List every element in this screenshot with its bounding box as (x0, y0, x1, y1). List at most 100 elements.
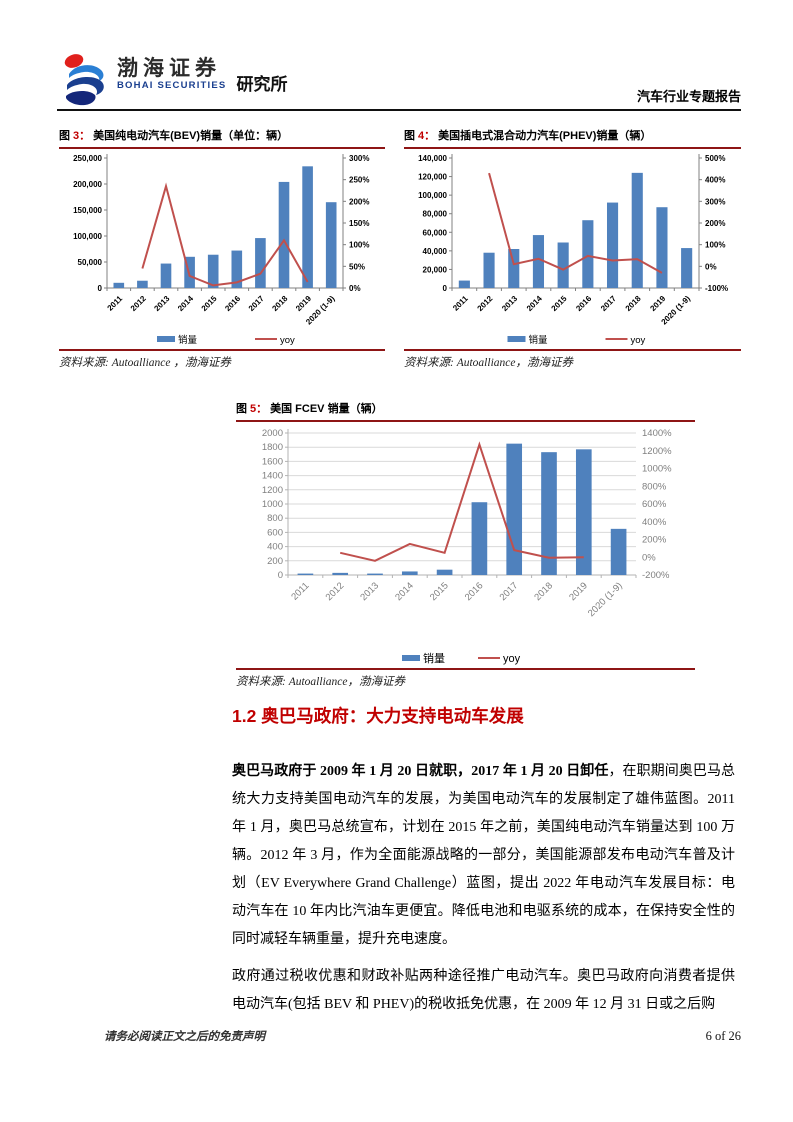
figure-fcev-source: 资料来源: Autoalliance，渤海证券 (236, 668, 695, 689)
svg-text:2018: 2018 (624, 294, 643, 313)
svg-text:2012: 2012 (476, 294, 495, 313)
svg-text:-100%: -100% (705, 284, 728, 293)
svg-text:2019: 2019 (294, 294, 313, 313)
research-institute-label: 研究所 (236, 75, 288, 94)
svg-text:2014: 2014 (176, 294, 195, 313)
svg-text:2016: 2016 (463, 580, 486, 603)
svg-text:150,000: 150,000 (73, 206, 102, 215)
svg-text:60,000: 60,000 (423, 228, 448, 237)
section-heading: 1.2 奥巴马政府：大力支持电动车发展 (232, 706, 524, 726)
svg-text:40,000: 40,000 (423, 247, 448, 256)
svg-text:销量: 销量 (423, 651, 445, 665)
svg-text:2011: 2011 (289, 580, 311, 602)
bev-sales-chart: 0 50,000 100,000 150,000 200,000 250,000 0% 50%… (73, 154, 369, 346)
logo-cn-text: 渤海证券 (117, 56, 221, 80)
svg-text:0%: 0% (349, 284, 361, 293)
svg-text:2020 (1-9): 2020 (1-9) (586, 580, 625, 619)
body-text: 奥巴马政府于 2009 年 1 月 20 日就职，2017 年 1 月 20 日… (232, 758, 735, 1028)
svg-text:20,000: 20,000 (423, 265, 448, 274)
svg-text:200: 200 (267, 556, 283, 567)
svg-text:2014: 2014 (393, 580, 416, 603)
svg-text:2015: 2015 (200, 294, 219, 313)
page-number: 6 of 26 (705, 1029, 741, 1043)
bohai-logo: 渤海证券 BOHAI SECURITIES 研究所 (59, 52, 287, 106)
figure-bev-source: 资料来源: Autoalliance ，渤海证券 (59, 349, 385, 370)
svg-text:-200%: -200% (642, 570, 670, 581)
svg-text:140,000: 140,000 (418, 154, 447, 163)
figure-bev: 图 3： 美国纯电动汽车(BEV)销量（单位：辆） 0 50,000 100,000 15… (59, 127, 385, 370)
page-footer: 请务必阅读正文之后的免责声明 6 of 26 (57, 1028, 741, 1044)
logo-en-text: BOHAI SECURITIES (117, 80, 227, 91)
svg-text:2018: 2018 (532, 580, 555, 603)
fcev-sales-chart: 0 200 400 600 800 1000 1200 1400 1600 1800 2000 -20… (262, 428, 672, 665)
svg-text:2016: 2016 (223, 294, 242, 313)
svg-text:2019: 2019 (567, 580, 590, 603)
svg-text:销量: 销量 (529, 334, 549, 346)
svg-text:0: 0 (98, 284, 103, 293)
paragraph-tax-policy: 政府通过税收优惠和财政补贴两种途径推广电动汽车。奥巴马政府向消费者提供电动汽车(… (232, 969, 735, 1012)
svg-text:300%: 300% (349, 154, 369, 163)
svg-text:600: 600 (267, 527, 283, 538)
svg-text:150%: 150% (349, 219, 369, 228)
svg-text:50%: 50% (349, 262, 365, 271)
svg-text:0: 0 (278, 570, 283, 581)
svg-text:800: 800 (267, 513, 283, 524)
svg-text:2014: 2014 (525, 294, 544, 313)
figure-fcev: 图 5： 美国 FCEV 销量（辆） 0 200 400 600 800 1000 1200 14… (236, 400, 695, 689)
svg-text:80,000: 80,000 (423, 210, 448, 219)
svg-text:200%: 200% (642, 535, 667, 546)
page-header: 渤海证券 BOHAI SECURITIES 研究所 汽车行业专题报告 (57, 50, 741, 111)
svg-text:2000: 2000 (262, 428, 283, 439)
svg-text:销量: 销量 (178, 334, 198, 346)
svg-text:2011: 2011 (451, 294, 470, 313)
svg-text:120,000: 120,000 (418, 173, 447, 182)
svg-text:2017: 2017 (599, 294, 618, 313)
svg-text:2013: 2013 (358, 580, 381, 603)
svg-text:1200: 1200 (262, 485, 283, 496)
svg-text:600%: 600% (642, 499, 667, 510)
svg-text:400%: 400% (705, 176, 725, 185)
svg-text:0%: 0% (705, 262, 717, 271)
figure-bev-title: 图 3： 美国纯电动汽车(BEV)销量（单位：辆） (59, 127, 385, 149)
svg-text:2018: 2018 (270, 294, 289, 313)
svg-text:2019: 2019 (648, 294, 667, 313)
phev-sales-chart: 0 20,000 40,000 60,000 80,000 100,000 120,000 1… (418, 154, 728, 346)
svg-text:1400%: 1400% (642, 428, 672, 439)
svg-text:0: 0 (443, 284, 448, 293)
svg-text:250%: 250% (349, 176, 369, 185)
svg-text:250,000: 250,000 (73, 154, 102, 163)
svg-text:yoy: yoy (280, 335, 295, 346)
svg-text:200%: 200% (705, 219, 725, 228)
svg-text:2015: 2015 (550, 294, 569, 313)
svg-text:100%: 100% (349, 241, 369, 250)
svg-text:2017: 2017 (498, 580, 521, 603)
svg-text:1800: 1800 (262, 442, 283, 453)
svg-text:2013: 2013 (500, 294, 519, 313)
figure-phev: 图 4： 美国插电式混合动力汽车(PHEV)销量（辆） 0 20,000 40,000 6… (404, 127, 741, 370)
figure-phev-title: 图 4： 美国插电式混合动力汽车(PHEV)销量（辆） (404, 127, 741, 149)
figure-phev-source: 资料来源: Autoalliance，渤海证券 (404, 349, 741, 370)
svg-text:2016: 2016 (574, 294, 593, 313)
svg-text:2015: 2015 (428, 580, 451, 603)
svg-text:2017: 2017 (247, 294, 266, 313)
svg-text:100,000: 100,000 (418, 191, 447, 200)
svg-text:800%: 800% (642, 481, 667, 492)
svg-text:0%: 0% (642, 552, 656, 563)
svg-text:2012: 2012 (129, 294, 148, 313)
svg-text:300%: 300% (705, 197, 725, 206)
report-type-label: 汽车行业专题报告 (636, 89, 741, 104)
svg-text:400%: 400% (642, 517, 667, 528)
svg-text:200,000: 200,000 (73, 180, 102, 189)
svg-text:2011: 2011 (106, 294, 125, 313)
figure-fcev-title: 图 5： 美国 FCEV 销量（辆） (236, 400, 695, 422)
svg-text:yoy: yoy (503, 653, 521, 665)
svg-text:500%: 500% (705, 154, 725, 163)
svg-text:100%: 100% (705, 241, 725, 250)
svg-text:yoy: yoy (631, 335, 646, 346)
paragraph-obama-term: 奥巴马政府于 2009 年 1 月 20 日就职，2017 年 1 月 20 日… (232, 764, 736, 947)
svg-text:400: 400 (267, 542, 283, 553)
svg-text:100,000: 100,000 (73, 232, 102, 241)
disclaimer-text: 请务必阅读正文之后的免责声明 (104, 1031, 265, 1043)
svg-text:2012: 2012 (324, 580, 347, 603)
svg-text:2013: 2013 (152, 294, 171, 313)
